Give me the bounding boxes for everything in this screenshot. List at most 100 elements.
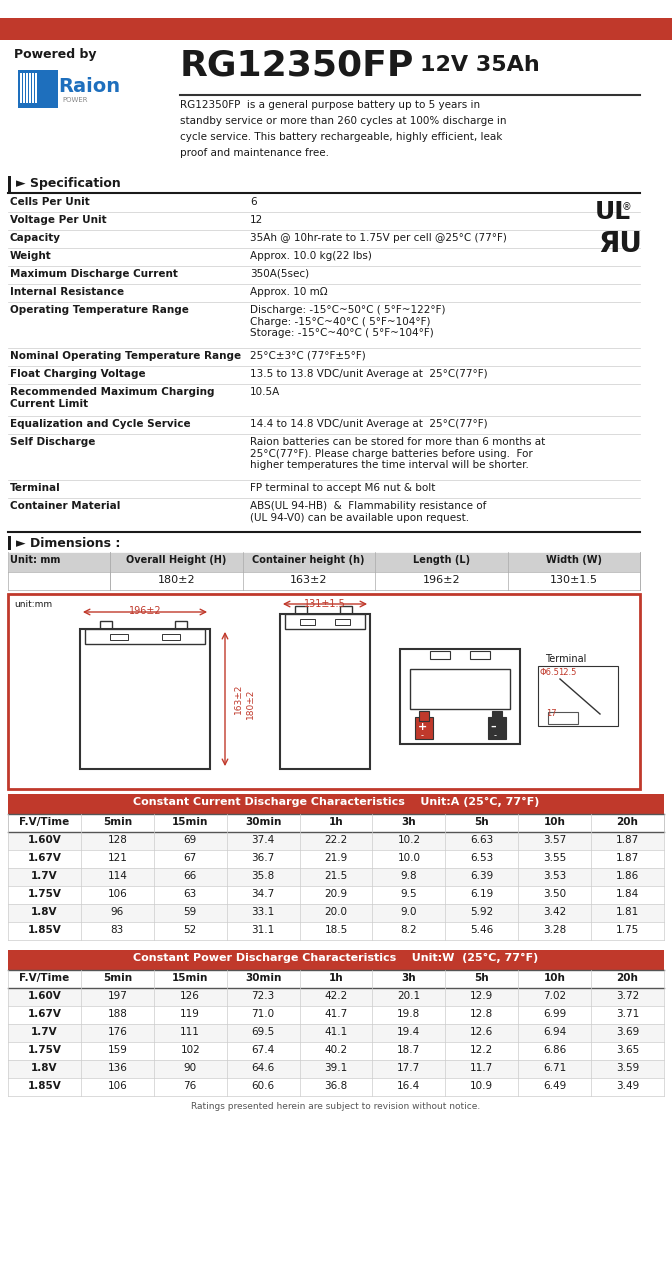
Text: -: - bbox=[494, 731, 497, 740]
Bar bbox=[8, 594, 640, 788]
Text: 36.8: 36.8 bbox=[325, 1082, 347, 1091]
Text: 63: 63 bbox=[183, 890, 197, 899]
Bar bbox=[335, 620, 350, 625]
Text: 3.42: 3.42 bbox=[543, 908, 566, 916]
Bar bbox=[162, 634, 180, 640]
Text: Width (W): Width (W) bbox=[546, 556, 601, 564]
Bar bbox=[110, 572, 640, 590]
Text: 1.67V: 1.67V bbox=[28, 1009, 61, 1019]
Text: 1.8V: 1.8V bbox=[31, 908, 58, 916]
Text: Voltage Per Unit: Voltage Per Unit bbox=[10, 215, 107, 225]
Text: 5h: 5h bbox=[474, 973, 489, 983]
Bar bbox=[35, 73, 37, 102]
Bar bbox=[492, 710, 502, 721]
Text: Approx. 10.0 kg(22 lbs): Approx. 10.0 kg(22 lbs) bbox=[250, 251, 372, 261]
Text: Weight: Weight bbox=[10, 251, 52, 261]
Bar bbox=[8, 850, 664, 868]
Text: Powered by: Powered by bbox=[14, 47, 97, 61]
Text: 114: 114 bbox=[108, 870, 127, 881]
Bar bbox=[8, 1006, 664, 1024]
Bar bbox=[20, 73, 22, 102]
Text: Nominal Operating Temperature Range: Nominal Operating Temperature Range bbox=[10, 351, 241, 361]
Bar bbox=[18, 70, 58, 108]
Text: 1h: 1h bbox=[329, 817, 343, 827]
Text: Discharge: -15°C~50°C ( 5°F~122°F)
Charge: -15°C~40°C ( 5°F~104°F)
Storage: -15°: Discharge: -15°C~50°C ( 5°F~122°F) Charg… bbox=[250, 305, 446, 338]
Text: 17: 17 bbox=[546, 709, 556, 718]
Text: 6.99: 6.99 bbox=[543, 1009, 566, 1019]
Text: 67: 67 bbox=[183, 852, 197, 863]
Bar bbox=[0, 18, 672, 40]
Bar bbox=[8, 175, 11, 192]
Text: 16.4: 16.4 bbox=[397, 1082, 421, 1091]
Bar bbox=[8, 536, 11, 550]
Text: 21.5: 21.5 bbox=[325, 870, 347, 881]
Text: 6.94: 6.94 bbox=[543, 1027, 566, 1037]
Text: 1.85V: 1.85V bbox=[28, 1082, 61, 1091]
Text: 90: 90 bbox=[183, 1062, 197, 1073]
Bar bbox=[8, 922, 664, 940]
Text: 8.2: 8.2 bbox=[401, 925, 417, 934]
Text: 12.8: 12.8 bbox=[470, 1009, 493, 1019]
Text: 30min: 30min bbox=[245, 817, 282, 827]
Text: 18.7: 18.7 bbox=[397, 1044, 421, 1055]
Text: 12V 35Ah: 12V 35Ah bbox=[420, 55, 540, 76]
Text: unit:mm: unit:mm bbox=[14, 600, 52, 609]
Text: 1.75V: 1.75V bbox=[28, 1044, 61, 1055]
Text: 76: 76 bbox=[183, 1082, 197, 1091]
Text: 60.6: 60.6 bbox=[251, 1082, 275, 1091]
Text: 6.53: 6.53 bbox=[470, 852, 493, 863]
Text: Raion: Raion bbox=[58, 77, 120, 96]
Bar bbox=[419, 710, 429, 721]
Text: 21.9: 21.9 bbox=[325, 852, 347, 863]
Text: Ratings presented herein are subject to revision without notice.: Ratings presented herein are subject to … bbox=[192, 1102, 480, 1111]
Text: 3.69: 3.69 bbox=[616, 1027, 639, 1037]
Text: 180±2: 180±2 bbox=[157, 575, 195, 585]
Text: 35.8: 35.8 bbox=[251, 870, 275, 881]
Text: 3h: 3h bbox=[402, 817, 416, 827]
Text: 6.39: 6.39 bbox=[470, 870, 493, 881]
Text: 11.7: 11.7 bbox=[470, 1062, 493, 1073]
Text: standby service or more than 260 cycles at 100% discharge in: standby service or more than 260 cycles … bbox=[180, 116, 507, 125]
Text: ► Dimensions :: ► Dimensions : bbox=[16, 538, 120, 550]
Text: 1.67V: 1.67V bbox=[28, 852, 61, 863]
Text: 111: 111 bbox=[180, 1027, 200, 1037]
Bar bbox=[23, 73, 25, 102]
Text: 18.5: 18.5 bbox=[325, 925, 347, 934]
Text: Self Discharge: Self Discharge bbox=[10, 436, 95, 447]
Text: 25°C±3°C (77°F±5°F): 25°C±3°C (77°F±5°F) bbox=[250, 351, 366, 361]
Text: 106: 106 bbox=[108, 1082, 127, 1091]
Text: Length (L): Length (L) bbox=[413, 556, 470, 564]
Text: Φ6.5: Φ6.5 bbox=[540, 668, 560, 677]
Bar bbox=[488, 717, 506, 739]
Text: 83: 83 bbox=[111, 925, 124, 934]
Text: RG12350FP: RG12350FP bbox=[180, 47, 415, 82]
Bar bbox=[410, 669, 510, 709]
Bar bbox=[8, 950, 664, 970]
Bar bbox=[280, 614, 370, 769]
Bar bbox=[470, 652, 490, 659]
Text: Raion batteries can be stored for more than 6 months at
25°C(77°F). Please charg: Raion batteries can be stored for more t… bbox=[250, 436, 545, 470]
Text: 30min: 30min bbox=[245, 973, 282, 983]
Text: 6.86: 6.86 bbox=[543, 1044, 566, 1055]
Text: 106: 106 bbox=[108, 890, 127, 899]
Text: ► Specification: ► Specification bbox=[16, 177, 121, 189]
Text: Container Material: Container Material bbox=[10, 500, 120, 511]
Text: 128: 128 bbox=[108, 835, 127, 845]
Text: F.V/Time: F.V/Time bbox=[19, 973, 70, 983]
Text: 39.1: 39.1 bbox=[325, 1062, 347, 1073]
Bar bbox=[430, 652, 450, 659]
Text: 20.0: 20.0 bbox=[325, 908, 347, 916]
Text: 31.1: 31.1 bbox=[251, 925, 275, 934]
Bar bbox=[29, 73, 31, 102]
Text: 20h: 20h bbox=[617, 817, 638, 827]
Bar bbox=[34, 74, 54, 104]
Text: 3.59: 3.59 bbox=[616, 1062, 639, 1073]
Text: 20.1: 20.1 bbox=[397, 991, 421, 1001]
Text: 1.87: 1.87 bbox=[616, 835, 639, 845]
Text: 7.02: 7.02 bbox=[543, 991, 566, 1001]
Text: 196±2: 196±2 bbox=[128, 605, 161, 616]
Bar bbox=[110, 634, 128, 640]
Text: Container height (h): Container height (h) bbox=[253, 556, 365, 564]
Bar bbox=[8, 1078, 664, 1096]
Bar bbox=[415, 717, 433, 739]
